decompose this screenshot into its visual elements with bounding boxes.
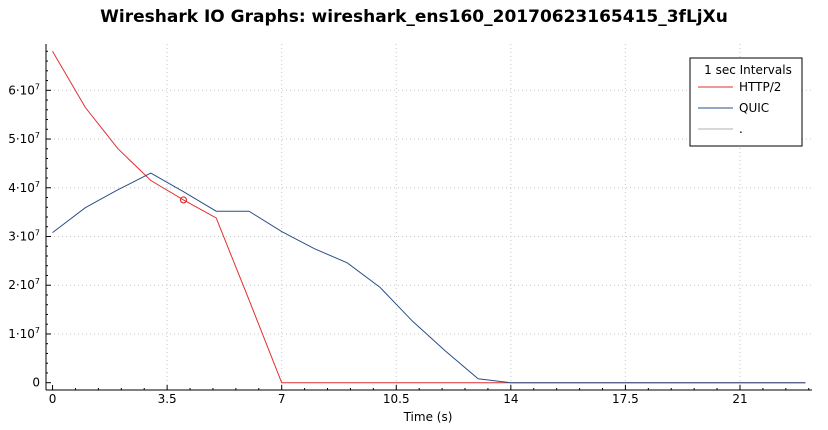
series-line-quic bbox=[52, 172, 806, 384]
x-tick-label: 14 bbox=[503, 392, 518, 406]
legend-entry: . bbox=[739, 122, 743, 136]
x-tick-label: 0 bbox=[49, 392, 57, 406]
y-tick-label: 1·107 bbox=[8, 326, 40, 341]
legend-entry: QUIC bbox=[739, 101, 769, 115]
axes: 0 3.5 7 10.5 14 17.5 21 0 1·107 2·107 3·107 4·107 5·… bbox=[8, 44, 812, 406]
grid bbox=[46, 44, 812, 390]
x-tick-label: 10.5 bbox=[383, 392, 410, 406]
x-tick-label: 21 bbox=[732, 392, 747, 406]
x-axis-label: Time (s) bbox=[403, 410, 453, 424]
x-tick-label: 7 bbox=[278, 392, 286, 406]
y-tick-label: 0 bbox=[32, 376, 40, 390]
legend-entry: HTTP/2 bbox=[739, 80, 781, 94]
y-tick-label: 3·107 bbox=[8, 228, 40, 243]
x-tick-label: 17.5 bbox=[612, 392, 639, 406]
y-tick-label: 5·107 bbox=[8, 131, 40, 146]
selected-point-marker[interactable] bbox=[179, 196, 188, 204]
legend-title: 1 sec Intervals bbox=[704, 63, 792, 77]
legend: 1 sec Intervals HTTP/2 QUIC. bbox=[689, 57, 803, 147]
x-tick-label: 3.5 bbox=[158, 392, 177, 406]
y-tick-label: 6·107 bbox=[8, 82, 40, 97]
y-tick-label: 4·107 bbox=[8, 180, 40, 195]
plot-area[interactable] bbox=[52, 51, 806, 384]
legend-box bbox=[689, 57, 803, 147]
chart-title: Wireshark IO Graphs: wireshark_ens160_20… bbox=[100, 7, 728, 27]
y-tick-label: 2·107 bbox=[8, 277, 40, 292]
